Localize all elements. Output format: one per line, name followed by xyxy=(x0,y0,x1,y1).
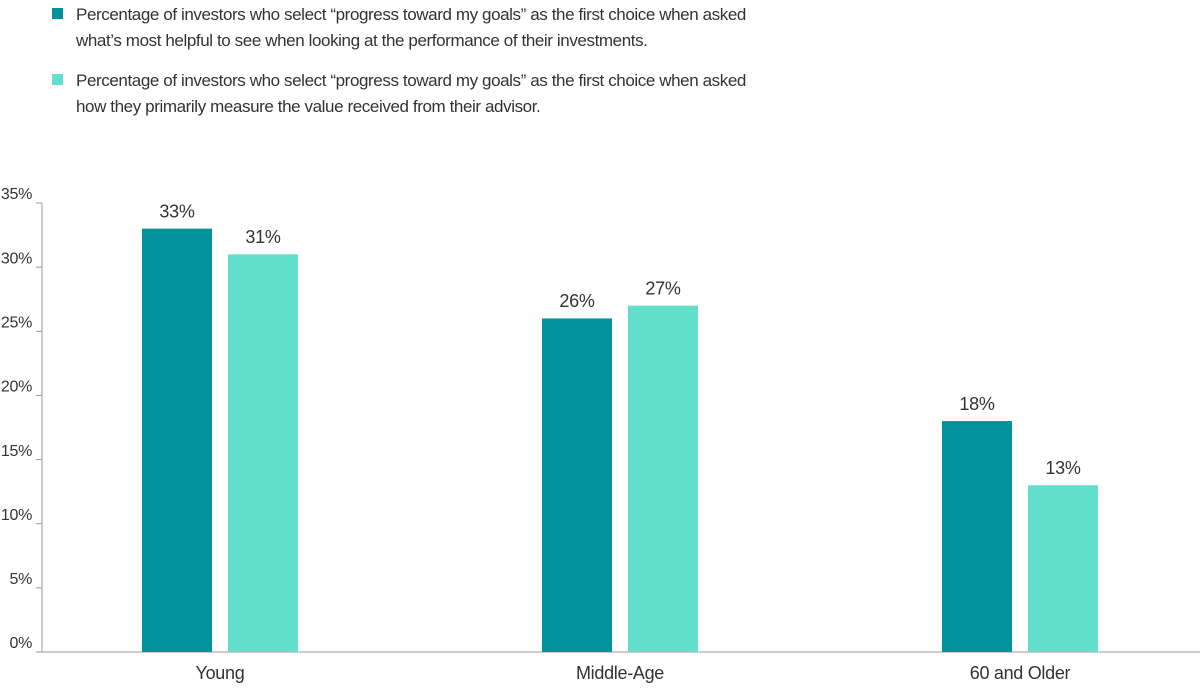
y-tick-label: 35% xyxy=(1,186,32,203)
y-tick-label: 30% xyxy=(1,250,32,267)
bar xyxy=(1028,485,1098,652)
value-label: 26% xyxy=(559,291,594,311)
y-tick-label: 25% xyxy=(1,315,32,332)
y-tick-label: 15% xyxy=(1,443,32,460)
legend-label: Percentage of investors who select “prog… xyxy=(76,71,746,116)
bar xyxy=(942,421,1012,652)
value-label: 31% xyxy=(245,227,280,247)
legend: Percentage of investors who select “prog… xyxy=(52,2,772,134)
y-tick-label: 10% xyxy=(1,507,32,524)
value-label: 18% xyxy=(959,394,994,414)
bar xyxy=(628,305,698,652)
legend-swatch xyxy=(52,8,63,19)
y-tick-label: 20% xyxy=(1,379,32,396)
legend-label: Percentage of investors who select “prog… xyxy=(76,5,746,50)
y-tick-label: 0% xyxy=(9,635,32,652)
x-tick-label: 60 and Older xyxy=(970,663,1071,683)
value-label: 27% xyxy=(645,278,680,298)
y-tick-label: 5% xyxy=(9,571,32,588)
bar xyxy=(228,254,298,653)
bar xyxy=(542,318,612,652)
x-tick-label: Young xyxy=(196,663,245,683)
x-tick-label: Middle-Age xyxy=(576,663,664,683)
legend-item: Percentage of investors who select “prog… xyxy=(52,68,772,120)
legend-item: Percentage of investors who select “prog… xyxy=(52,2,772,54)
bar xyxy=(142,228,212,652)
legend-swatch xyxy=(52,74,63,85)
value-label: 33% xyxy=(159,201,194,221)
value-label: 13% xyxy=(1045,458,1080,478)
